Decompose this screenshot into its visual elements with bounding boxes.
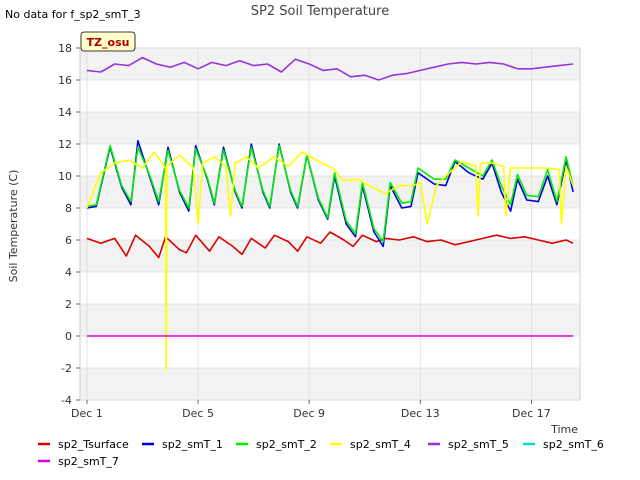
series-line-sp2-Tsurface	[86, 231, 574, 259]
legend: sp2_Tsurface sp2_smT_1 sp2_smT_2 sp2_smT_4 s…	[38, 438, 604, 468]
plot-band	[80, 240, 580, 272]
x-axis-label: Time	[550, 423, 578, 436]
legend-label-sp2-smT-6: sp2_smT_6	[543, 438, 604, 451]
legend-label-sp2-smT-2: sp2_smT_2	[256, 438, 317, 451]
y-axis-label: Soil Temperature (C)	[7, 170, 20, 283]
series-line-sp2-smT-4	[86, 151, 574, 371]
plot-band	[80, 304, 580, 336]
series-lines	[86, 56, 574, 371]
x-axis: Dec 1 Dec 5 Dec 9 Dec 13 Dec 17	[71, 400, 551, 420]
plot-band	[80, 368, 580, 400]
series-line-sp2-smT-2	[86, 144, 574, 243]
y-tick-label: 2	[65, 298, 72, 311]
plot-band	[80, 144, 580, 176]
y-tick-label: -4	[61, 394, 72, 407]
x-tick-label: Dec 13	[401, 407, 440, 420]
legend-label-sp2-smT-1: sp2_smT_1	[162, 438, 223, 451]
y-axis: -4 -2 0 2 4 6 8 10 12 14 16 18	[58, 42, 80, 407]
x-tick-label: Dec 5	[182, 407, 214, 420]
legend-label-sp2-smT-7: sp2_smT_7	[58, 455, 119, 468]
y-tick-label: 10	[58, 170, 72, 183]
no-data-note: No data for f_sp2_smT_3	[5, 8, 141, 21]
y-tick-label: 6	[65, 234, 72, 247]
y-tick-label: 4	[65, 266, 72, 279]
plot-bands	[79, 47, 581, 401]
y-tick-label: 12	[58, 138, 72, 151]
legend-label-sp2-Tsurface: sp2_Tsurface	[58, 438, 129, 451]
x-tick-label: Dec 1	[71, 407, 103, 420]
tz-badge-label: TZ_osu	[87, 36, 130, 49]
plot-band	[80, 336, 580, 368]
y-tick-label: 16	[58, 74, 72, 87]
chart-title: SP2 Soil Temperature	[251, 4, 389, 19]
y-tick-label: 0	[65, 330, 72, 343]
plot-band	[80, 272, 580, 304]
y-tick-label: 14	[58, 106, 72, 119]
legend-label-sp2-smT-5: sp2_smT_5	[448, 438, 509, 451]
y-tick-label: -2	[61, 362, 72, 375]
y-tick-label: 18	[58, 42, 72, 55]
legend-label-sp2-smT-4: sp2_smT_4	[350, 438, 411, 451]
series-line-sp2-smT-5	[86, 56, 574, 81]
plot-band	[80, 112, 580, 144]
x-tick-label: Dec 17	[512, 407, 551, 420]
y-tick-label: 8	[65, 202, 72, 215]
plot-band	[80, 80, 580, 112]
tz-badge: TZ_osu	[80, 31, 136, 52]
x-tick-label: Dec 9	[293, 407, 325, 420]
